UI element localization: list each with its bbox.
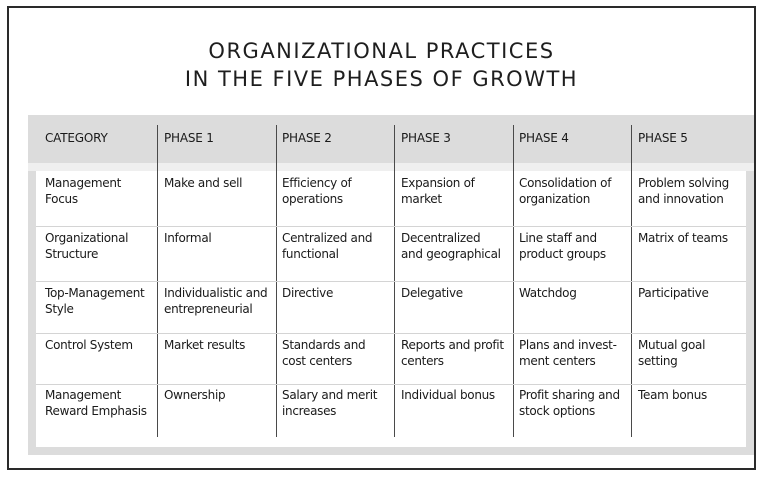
row-3-phase-1-line-2: entrepreneurial <box>164 302 253 316</box>
row-1-phase-3-line-2: market <box>401 192 442 206</box>
row-2-phase-2-line-1: Centralized and <box>282 231 373 245</box>
row-1-phase-4-line-1: Consolidation of <box>519 176 612 190</box>
row-4-phase-2-line-1: Standards and <box>282 338 366 352</box>
row-4-phase-4-line-2: ment centers <box>519 354 596 368</box>
row-4-phase-2-line-2: cost centers <box>282 354 352 368</box>
row-2-phase-3-line-1: Decentralized <box>401 231 481 245</box>
row-2-phase-5-line-1: Matrix of teams <box>638 231 728 245</box>
header-phase-5: PHASE 5 <box>638 131 688 145</box>
row-4-phase-3-line-2: centers <box>401 354 444 368</box>
row-2-phase-3-line-2: and geographical <box>401 247 501 261</box>
row-4-phase-5-line-1: Mutual goal <box>638 338 706 352</box>
header-phase-4: PHASE 4 <box>519 131 569 145</box>
row-5-category-line-1: Management <box>45 388 122 402</box>
row-3-phase-2-line-1: Directive <box>282 286 334 300</box>
row-4-phase-4-line-1: Plans and invest- <box>519 338 617 352</box>
row-2-phase-2-line-2: functional <box>282 247 339 261</box>
practices-table: CATEGORY PHASE 1 PHASE 2 PHASE 3 PHASE 4 PHAS… <box>28 115 754 455</box>
row-rule-3 <box>36 333 746 334</box>
row-4-phase-5-line-2: setting <box>638 354 678 368</box>
row-1-phase-3-line-1: Expansion of <box>401 176 475 190</box>
row-2-phase-1-line-1: Informal <box>164 231 212 245</box>
title-line-2: IN THE FIVE PHASES OF GROWTH <box>184 67 579 91</box>
row-4-category-line-1: Control System <box>45 338 133 352</box>
row-5-phase-1-line-1: Ownership <box>164 388 226 402</box>
header-separator <box>28 163 754 171</box>
row-5-phase-2-line-1: Salary and merit <box>282 388 378 402</box>
figure-frame: ORGANIZATIONAL PRACTICES IN THE FIVE PHA… <box>7 6 756 470</box>
row-2-phase-4-line-2: product groups <box>519 247 606 261</box>
row-1-phase-2-line-2: operations <box>282 192 343 206</box>
row-3-phase-5-line-1: Participative <box>638 286 709 300</box>
row-1-category-line-1: Management <box>45 176 122 190</box>
row-5-phase-4-line-1: Profit sharing and <box>519 388 620 402</box>
row-3-category-line-1: Top-Management <box>45 286 145 300</box>
title-line-1: ORGANIZATIONAL PRACTICES <box>208 39 555 63</box>
row-3-phase-1-line-1: Individualistic and <box>164 286 268 300</box>
row-5-phase-5-line-1: Team bonus <box>638 388 707 402</box>
row-4-phase-1-line-1: Market results <box>164 338 246 352</box>
row-2-category-line-1: Organizational <box>45 231 129 245</box>
row-3-category-line-2: Style <box>45 302 74 316</box>
row-2-phase-4-line-1: Line staff and <box>519 231 597 245</box>
row-1-category-line-2: Focus <box>45 192 78 206</box>
row-rule-1 <box>36 226 746 227</box>
row-1-phase-5-line-2: and innovation <box>638 192 724 206</box>
row-5-phase-3-line-1: Individual bonus <box>401 388 495 402</box>
table-body <box>36 171 746 447</box>
row-2-category-line-2: Structure <box>45 247 99 261</box>
row-3-phase-3-line-1: Delegative <box>401 286 463 300</box>
header-category: CATEGORY <box>45 131 108 145</box>
row-5-phase-2-line-2: increases <box>282 404 337 418</box>
row-1-phase-4-line-2: organization <box>519 192 591 206</box>
header-phase-1: PHASE 1 <box>164 131 214 145</box>
row-5-phase-4-line-2: stock options <box>519 404 595 418</box>
row-1-phase-5-line-1: Problem solving <box>638 176 729 190</box>
header-phase-2: PHASE 2 <box>282 131 332 145</box>
row-5-category-line-2: Reward Emphasis <box>45 404 147 418</box>
row-rule-2 <box>36 281 746 282</box>
row-4-phase-3-line-1: Reports and profit <box>401 338 504 352</box>
row-1-phase-1-line-1: Make and sell <box>164 176 243 190</box>
header-phase-3: PHASE 3 <box>401 131 451 145</box>
row-1-phase-2-line-1: Efficiency of <box>282 176 352 190</box>
row-3-phase-4-line-1: Watchdog <box>519 286 577 300</box>
row-rule-4 <box>36 384 746 385</box>
